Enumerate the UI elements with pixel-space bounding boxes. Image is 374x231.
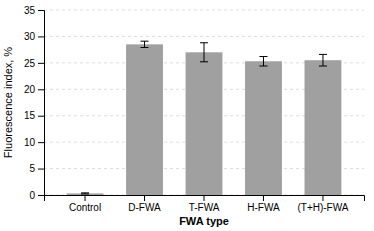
x-tick: D-FWA [128, 195, 161, 213]
x-tick-label: H-FWA [247, 202, 280, 213]
y-tick-mark [38, 10, 44, 11]
error-bar [259, 57, 267, 67]
error-cap [319, 54, 327, 55]
x-axis-title: FWA type [179, 215, 229, 227]
y-tick: 35 [24, 5, 44, 16]
y-tick-label: 30 [24, 31, 36, 42]
grid [44, 10, 364, 195]
y-tick-mark [38, 116, 44, 117]
error-bar [319, 54, 327, 66]
y-tick: 0 [29, 190, 44, 201]
bar [126, 44, 163, 195]
y-tick-label: 25 [24, 58, 36, 69]
chart: Control D-FWA T-FWA H-FWA (T+H)-FWA 0 5 10 15 20 2… [0, 0, 374, 231]
y-tick-mark [38, 169, 44, 170]
y-tick: 30 [24, 31, 44, 42]
plot: Control D-FWA T-FWA H-FWA (T+H)-FWA 0 5 10 15 20 2… [24, 5, 365, 213]
x-tick-mark [144, 195, 145, 201]
error-cap [200, 42, 208, 43]
x-tick-mark [204, 195, 205, 201]
error-cap [259, 66, 267, 67]
y-tick: 20 [24, 84, 44, 95]
x-tick: H-FWA [247, 195, 280, 213]
y-tick-mark [38, 89, 44, 90]
x-tick: (T+H)-FWA [297, 195, 348, 213]
error-stem [263, 57, 264, 67]
x-axis: Control D-FWA T-FWA H-FWA (T+H)-FWA [45, 195, 365, 213]
y-tick-label: 20 [24, 84, 36, 95]
x-tick: T-FWA [189, 195, 220, 213]
error-stem [204, 43, 205, 62]
y-tick-mark [38, 36, 44, 37]
y-tick: 25 [24, 58, 44, 69]
x-tick-mark [322, 195, 323, 201]
error-bar [81, 193, 89, 194]
y-tick-label: 35 [24, 5, 36, 16]
error-stem [322, 54, 323, 66]
error-cap [141, 47, 149, 48]
error-cap [259, 56, 267, 57]
y-tick-label: 0 [29, 190, 35, 201]
grid-line [44, 10, 364, 11]
x-tick-label: (T+H)-FWA [297, 202, 348, 213]
grid-line [44, 36, 364, 37]
x-tick-mark [85, 195, 86, 201]
y-tick: 10 [24, 137, 44, 148]
error-cap [319, 66, 327, 67]
y-tick: 15 [24, 110, 44, 121]
y-tick-mark [38, 63, 44, 64]
y-tick-label: 15 [24, 110, 36, 121]
error-cap [81, 192, 89, 193]
x-tick-label: D-FWA [128, 202, 161, 213]
y-tick-mark [38, 195, 44, 196]
bar [305, 60, 342, 195]
bar [245, 61, 282, 195]
x-axis-line [45, 196, 365, 202]
x-tick-label: T-FWA [189, 202, 220, 213]
y-axis: 0 5 10 15 20 25 30 35 [24, 5, 45, 201]
error-stem [144, 41, 145, 47]
error-cap [200, 61, 208, 62]
y-tick: 5 [29, 163, 44, 174]
x-tick-mark [263, 195, 264, 201]
y-tick-label: 5 [29, 163, 35, 174]
y-tick-mark [38, 142, 44, 143]
x-tick: Control [69, 195, 101, 213]
bar [67, 193, 104, 195]
error-cap [81, 193, 89, 194]
error-cap [141, 41, 149, 42]
error-bar [141, 41, 149, 47]
bars [67, 41, 342, 195]
y-tick-label: 10 [24, 137, 36, 148]
x-tick-label: Control [69, 202, 101, 213]
error-bar [200, 43, 208, 62]
bar [186, 52, 223, 195]
y-axis-title: Fluorescence index, % [2, 47, 14, 158]
y-axis-line [38, 11, 45, 196]
